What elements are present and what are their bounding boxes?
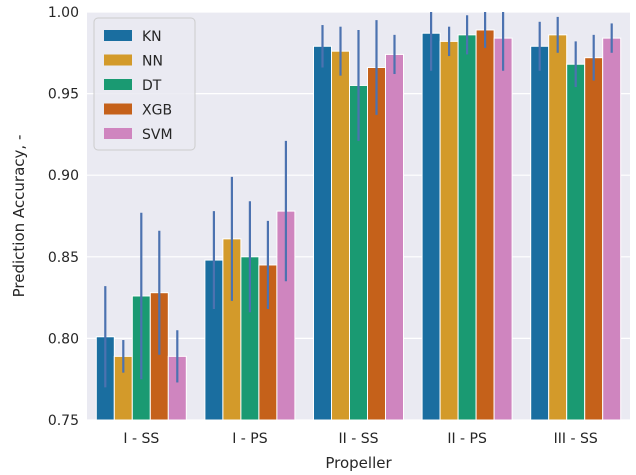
x-tick-label: II - PS xyxy=(447,431,487,447)
y-tick-label: 0.75 xyxy=(48,413,79,429)
y-tick-label: 0.95 xyxy=(48,87,79,103)
legend-box xyxy=(93,17,196,151)
bar-kn xyxy=(421,32,441,421)
bar-xgb xyxy=(584,57,604,421)
bar-dt xyxy=(457,34,477,421)
bar-svm xyxy=(602,37,622,421)
x-axis-ticks: I - SS I - PS II - SS II - PS III - SS xyxy=(123,431,597,447)
x-axis-label: Propeller xyxy=(325,454,392,472)
bar-nn xyxy=(548,34,568,421)
legend-label: XGB xyxy=(142,103,172,119)
x-tick-label: I - PS xyxy=(232,431,268,447)
y-axis-label: Prediction Accuracy, - xyxy=(10,135,28,298)
bar-kn xyxy=(313,45,332,421)
error-bars xyxy=(104,12,613,388)
bar-xgb xyxy=(475,29,495,421)
bar-svm xyxy=(493,37,513,421)
bar-xgb xyxy=(367,66,386,421)
legend: KN NN DT XGB SVM xyxy=(93,17,196,151)
bar-svm xyxy=(385,53,404,421)
y-tick-label: 0.90 xyxy=(48,168,79,184)
legend-label: KN xyxy=(142,29,162,45)
x-tick-label: III - SS xyxy=(554,431,598,447)
x-tick-label: I - SS xyxy=(123,431,159,447)
bar-dt xyxy=(566,63,586,421)
bar-nn xyxy=(439,40,459,421)
x-tick-label: II - SS xyxy=(339,431,379,447)
legend-swatch xyxy=(104,30,132,41)
y-axis-ticks: 0.75 0.80 0.85 0.90 0.95 1.00 xyxy=(48,5,79,429)
legend-swatch xyxy=(104,128,132,139)
y-tick-label: 0.85 xyxy=(48,250,79,266)
legend-swatch xyxy=(104,79,132,90)
legend-swatch xyxy=(104,54,132,66)
legend-label: NN xyxy=(142,54,163,70)
y-tick-label: 0.80 xyxy=(48,331,79,347)
y-tick-label: 1.00 xyxy=(48,5,79,21)
bar-nn xyxy=(331,50,350,421)
legend-label: SVM xyxy=(142,127,173,143)
legend-label: DT xyxy=(142,78,162,94)
bar-kn xyxy=(530,45,550,421)
legend-swatch xyxy=(104,103,132,115)
